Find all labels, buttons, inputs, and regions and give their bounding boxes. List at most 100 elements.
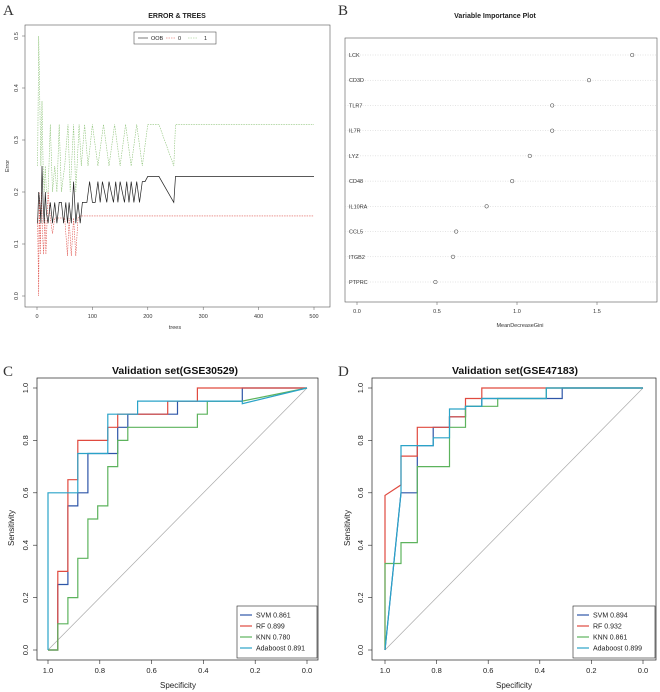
chart-d-title: Validation set(GSE47183) <box>452 365 578 377</box>
variable-label: TLR7 <box>349 103 362 109</box>
x-tick-label: 300 <box>199 314 208 320</box>
legend-entry-svm: SVM 0.894 <box>593 613 628 620</box>
x-tick-label: 0.0 <box>353 309 361 315</box>
panel-label-d: D <box>338 364 349 380</box>
y-tick-label: 0.4 <box>21 540 30 550</box>
x-tick-label: 0.6 <box>146 666 156 675</box>
importance-point <box>484 204 489 209</box>
variable-importance-chart: Variable Importance Plot LCK CD3D TLR7 IL7R… <box>344 13 658 329</box>
variable-label: ITGB2 <box>349 255 365 261</box>
x-tick-label: 0.2 <box>586 666 596 675</box>
roc-line-adaboost <box>384 387 643 651</box>
variable-label: CD3D <box>349 78 364 84</box>
y-tick-label: 0.0 <box>14 292 20 300</box>
importance-point <box>586 78 592 83</box>
importance-point <box>630 52 635 58</box>
chart-c-diagonal <box>47 387 308 651</box>
y-tick-label: 0.2 <box>21 592 30 602</box>
x-tick-label: 0.4 <box>535 666 545 675</box>
roc-line-adaboost <box>47 387 308 650</box>
series-line-class-0 <box>37 191 314 297</box>
roc-chart-gse47183: Validation set(GSE47183) 1.0 0.8 0.6 0.4 0.2… <box>343 365 657 690</box>
chart-c-legend: SVM 0.861 RF 0.899 KNN 0.780 Adaboost 0.891 <box>236 605 318 659</box>
variable-label: CCL5 <box>349 230 363 236</box>
importance-point <box>550 103 555 108</box>
y-tick-label: 0.4 <box>14 84 20 92</box>
chart-c-ylabel: Sensitivity <box>7 510 16 546</box>
chart-b-xlabel: MeanDecreaseGini <box>496 323 543 329</box>
y-tick-label: 0.0 <box>21 645 30 655</box>
x-tick-label: 0.6 <box>483 666 493 675</box>
x-tick-label: 0.4 <box>198 666 208 675</box>
x-tick-label: 0 <box>35 314 38 320</box>
y-tick-label: 0.8 <box>21 435 30 445</box>
chart-b-title: Variable Importance Plot <box>454 13 536 20</box>
legend-a-1: 1 <box>204 36 207 42</box>
chart-d-frame <box>371 377 657 661</box>
y-tick-label: 0.6 <box>356 488 365 498</box>
roc-line-knn <box>48 387 308 651</box>
importance-point <box>450 254 456 259</box>
panel-label-a: A <box>3 3 14 19</box>
chart-b-frame <box>344 37 658 303</box>
chart-a-ylabel: Error <box>5 160 11 172</box>
legend-entry-adaboost: Adaboost 0.899 <box>593 646 642 653</box>
x-tick-label: 1.0 <box>43 666 53 675</box>
chart-d-ylabel: Sensitivity <box>343 510 352 546</box>
y-tick-label: 1.0 <box>356 383 365 393</box>
variable-label: IL7R <box>349 129 361 135</box>
variable-label: PTPRC <box>349 280 368 286</box>
series-line-class-1 <box>37 35 314 193</box>
x-tick-label: 200 <box>143 314 152 320</box>
x-tick-label: 0.8 <box>431 666 441 675</box>
variable-label: LYZ <box>349 154 359 160</box>
x-tick-label: 0.2 <box>250 666 260 675</box>
legend-entry-rf: RF 0.899 <box>256 624 285 631</box>
y-tick-label: 0.2 <box>14 188 20 196</box>
y-tick-label: 0.0 <box>356 645 365 655</box>
x-tick-label: 400 <box>254 314 263 320</box>
legend-entry-adaboost: Adaboost 0.891 <box>256 646 305 653</box>
legend-entry-knn: KNN 0.780 <box>256 635 290 642</box>
series-line-oob <box>37 165 314 224</box>
legend-entry-rf: RF 0.932 <box>593 624 622 631</box>
y-tick-label: 0.6 <box>21 488 30 498</box>
chart-a-xlabel: trees <box>169 325 181 331</box>
panel-label-c: C <box>3 364 13 380</box>
y-tick-label: 0.5 <box>14 32 20 40</box>
roc-chart-gse30529: Validation set(GSE30529) 1.0 0.8 0.6 0.4 0.2… <box>7 365 319 690</box>
x-tick-label: 1.5 <box>593 309 601 315</box>
variable-label: LCK <box>349 53 360 59</box>
legend-a-0: 0 <box>178 36 181 42</box>
y-tick-label: 0.2 <box>356 592 365 602</box>
chart-c-title: Validation set(GSE30529) <box>112 365 238 377</box>
x-tick-label: 0.5 <box>433 309 441 315</box>
chart-a-title: ERROR & TREES <box>148 13 206 20</box>
chart-d-diagonal <box>384 387 644 651</box>
y-tick-label: 0.1 <box>14 240 20 248</box>
y-tick-label: 1.0 <box>21 383 30 393</box>
importance-point <box>527 153 532 158</box>
x-tick-label: 1.0 <box>513 309 521 315</box>
chart-c-frame <box>36 377 319 661</box>
chart-c-xlabel: Specificity <box>160 681 196 690</box>
importance-point <box>510 179 515 184</box>
y-tick-label: 0.3 <box>14 136 20 144</box>
importance-point <box>433 279 438 285</box>
error-trees-chart: ERROR & TREES 0 100 200 300 400 500 0.0 0.1 0.2… <box>5 13 331 331</box>
chart-d-legend: SVM 0.894 RF 0.932 KNN 0.861 Adaboost 0.899 <box>572 605 656 659</box>
variable-label: CD48 <box>349 179 363 185</box>
legend-a-oob: OOB <box>151 36 164 42</box>
chart-d-xlabel: Specificity <box>496 681 532 690</box>
variable-label: IL10RA <box>349 204 368 210</box>
x-tick-label: 0.0 <box>302 666 312 675</box>
panel-label-b: B <box>338 3 348 19</box>
importance-point <box>550 128 555 133</box>
chart-a-legend: OOB 0 1 <box>133 31 217 45</box>
y-tick-label: 0.8 <box>356 435 365 445</box>
legend-entry-svm: SVM 0.861 <box>256 613 291 620</box>
x-tick-label: 0.8 <box>95 666 105 675</box>
y-tick-label: 0.4 <box>356 540 365 550</box>
x-tick-label: 0.0 <box>638 666 648 675</box>
x-tick-label: 500 <box>309 314 318 320</box>
